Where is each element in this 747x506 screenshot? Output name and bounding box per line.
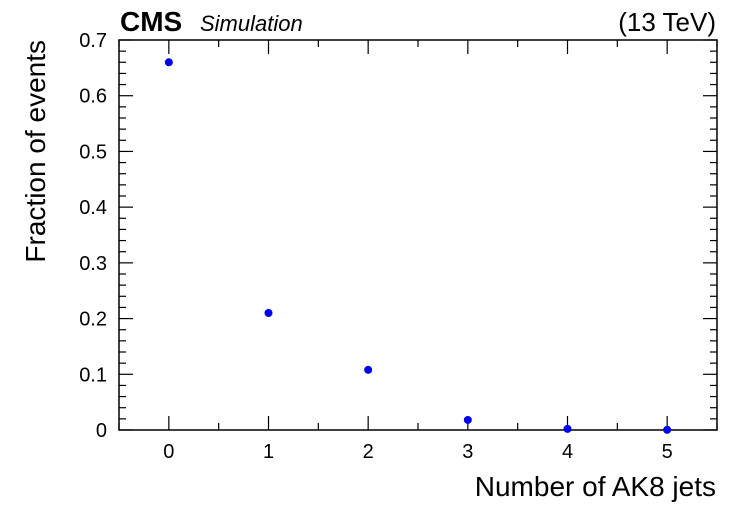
y-tick-label: 0.4 — [79, 197, 107, 219]
y-tick-label: 0.7 — [79, 30, 107, 52]
data-point — [164, 58, 173, 67]
experiment-label: CMS — [120, 6, 182, 37]
x-tick-label: 2 — [363, 441, 374, 463]
data-point — [563, 424, 572, 433]
x-tick-label: 0 — [163, 441, 174, 463]
energy-label: (13 TeV) — [618, 7, 716, 37]
axis-ticks — [118, 39, 718, 431]
y-tick-label: 0.2 — [79, 309, 107, 331]
y-axis-title: Fraction of events — [20, 40, 51, 263]
x-tick-label: 4 — [562, 441, 573, 463]
data-point — [663, 425, 672, 434]
y-tick-label: 0.1 — [79, 364, 107, 386]
data-point — [463, 415, 472, 424]
data-point — [364, 365, 373, 374]
data-points — [164, 58, 672, 434]
data-point — [264, 309, 273, 317]
y-tick-label: 0 — [96, 420, 107, 442]
x-tick-label: 1 — [263, 441, 274, 463]
x-tick-label: 5 — [662, 441, 673, 463]
x-tick-labels: 0 1 2 3 4 5 — [163, 441, 672, 463]
y-tick-label: 0.5 — [79, 141, 107, 163]
y-tick-label: 0.3 — [79, 253, 107, 275]
simulation-label: Simulation — [200, 11, 303, 36]
plot-frame — [118, 39, 718, 431]
y-tick-label: 0.6 — [79, 86, 107, 108]
x-tick-label: 3 — [462, 441, 473, 463]
y-tick-labels: 0 0.1 0.2 0.3 0.4 0.5 0.6 0.7 — [79, 30, 107, 442]
x-axis-title: Number of AK8 jets — [475, 471, 716, 502]
